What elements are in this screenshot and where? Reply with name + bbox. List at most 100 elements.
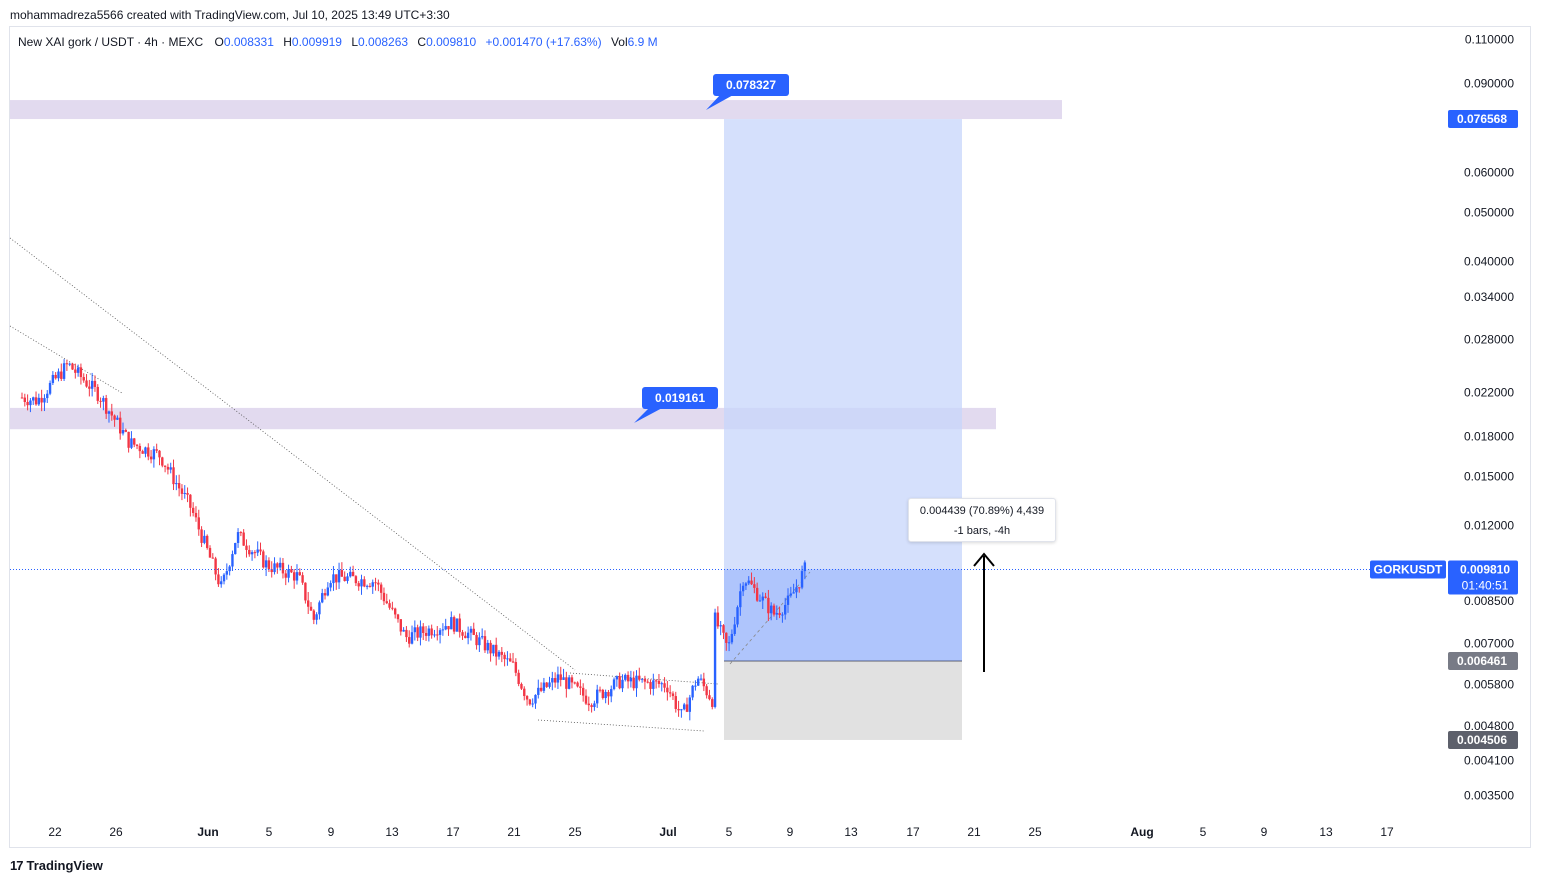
upper-price-callout-bg[interactable] xyxy=(713,74,789,96)
candle-body xyxy=(511,661,515,663)
candle-body xyxy=(556,674,560,683)
high-label: H xyxy=(283,35,292,49)
candle-body xyxy=(396,614,400,620)
x-tick-label: Jul xyxy=(659,825,676,839)
x-tick-label: Aug xyxy=(1130,825,1153,839)
candle-body xyxy=(43,398,46,403)
candle-body xyxy=(789,593,793,596)
candle-body xyxy=(478,637,481,646)
stop-price-tag-bg xyxy=(1448,730,1518,749)
ticker-tag: GORKUSDT xyxy=(1374,562,1443,576)
candle-body xyxy=(531,703,534,705)
candle-body xyxy=(570,677,574,683)
candle-body xyxy=(621,679,624,689)
candle-body xyxy=(798,587,801,589)
y-tick-label: 0.090000 xyxy=(1464,77,1514,91)
stop-price-tag: 0.004506 xyxy=(1457,733,1507,747)
candle-body xyxy=(262,551,265,568)
low-label: L xyxy=(351,35,359,49)
candle-body xyxy=(29,400,32,406)
y-tick-label: 0.015000 xyxy=(1464,469,1514,483)
candle-body xyxy=(393,608,397,615)
chart-frame xyxy=(9,26,1531,848)
candle-body xyxy=(727,642,731,644)
candle-body xyxy=(792,592,795,594)
stop-loss-zone[interactable] xyxy=(724,660,962,740)
x-tick-label: 5 xyxy=(266,825,273,839)
candle-body xyxy=(685,704,689,712)
candle-body xyxy=(357,583,360,587)
candle-body xyxy=(413,627,417,633)
candle-body xyxy=(239,532,243,534)
y-tick-label: 0.012000 xyxy=(1464,518,1514,532)
y-tick-label: 0.008500 xyxy=(1464,594,1514,608)
candle-body xyxy=(551,678,554,683)
short-trendline[interactable] xyxy=(9,325,123,394)
candle-body xyxy=(497,651,501,657)
candle-body xyxy=(220,581,223,585)
candle-body xyxy=(256,549,259,553)
candle-body xyxy=(346,576,349,582)
candle-body xyxy=(309,606,313,611)
resistance-zone[interactable] xyxy=(10,100,1062,120)
target-price-tag: 0.076568 xyxy=(1457,112,1507,126)
candle-body xyxy=(604,691,607,699)
y-tick-label: 0.003500 xyxy=(1464,788,1514,802)
candle-body xyxy=(264,560,268,568)
candle-body xyxy=(610,689,613,697)
candle-body xyxy=(144,447,147,454)
candle-body xyxy=(674,696,677,709)
measure-change: 0.004439 (70.89%) 4,439 xyxy=(919,505,1045,517)
candle-body xyxy=(273,563,276,573)
candle-body xyxy=(584,695,588,704)
candle-body xyxy=(290,569,293,573)
candle-body xyxy=(744,583,748,586)
candle-body xyxy=(104,398,108,414)
candle-body xyxy=(646,681,649,683)
candle-body xyxy=(494,644,498,657)
candle-body xyxy=(506,658,509,660)
candle-body xyxy=(340,570,344,577)
channel-bottom-line[interactable] xyxy=(537,719,705,732)
x-tick-label: 25 xyxy=(1028,825,1042,839)
candle-body xyxy=(186,492,189,495)
candle-body xyxy=(37,397,41,405)
candle-body xyxy=(444,626,447,630)
candle-body xyxy=(34,397,38,405)
volume-value: 6.9 M xyxy=(627,35,658,49)
candle-body xyxy=(245,545,248,550)
open-label: O xyxy=(214,35,224,49)
channel-top-line[interactable] xyxy=(569,672,719,685)
y-tick-label: 0.110000 xyxy=(1465,33,1514,47)
candle-body xyxy=(321,593,324,603)
candle-body xyxy=(127,431,130,448)
candle-body xyxy=(711,699,714,707)
measure-tooltip: 0.004439 (70.89%) 4,439 -1 bars, -4h xyxy=(908,498,1056,542)
candle-body xyxy=(576,682,579,687)
candle-body xyxy=(786,595,790,605)
candle-body xyxy=(755,587,759,601)
candle-body xyxy=(486,642,489,651)
profit-zone[interactable] xyxy=(724,119,962,661)
candle-body xyxy=(40,397,43,403)
lower-price-callout[interactable]: 0.019161 xyxy=(655,391,705,405)
candle-body xyxy=(466,632,470,639)
candle-body xyxy=(318,602,321,615)
upper-price-callout[interactable]: 0.078327 xyxy=(726,78,776,92)
volume-label: Vol xyxy=(610,35,628,49)
candle-body xyxy=(349,571,352,577)
candle-body xyxy=(764,596,767,598)
candle-body xyxy=(214,558,217,575)
tradingview-footer[interactable]: 17 TradingView xyxy=(10,858,103,873)
long-trendline[interactable] xyxy=(9,237,576,671)
candle-body xyxy=(152,449,156,460)
lower-price-callout-bg[interactable] xyxy=(642,387,718,409)
candle-body xyxy=(228,566,231,572)
candle-body xyxy=(649,682,652,689)
candle-body xyxy=(175,483,178,485)
candle-body xyxy=(593,703,596,708)
arrow-head-icon xyxy=(973,552,995,567)
candle-body xyxy=(278,562,282,568)
candle-body xyxy=(51,374,55,383)
